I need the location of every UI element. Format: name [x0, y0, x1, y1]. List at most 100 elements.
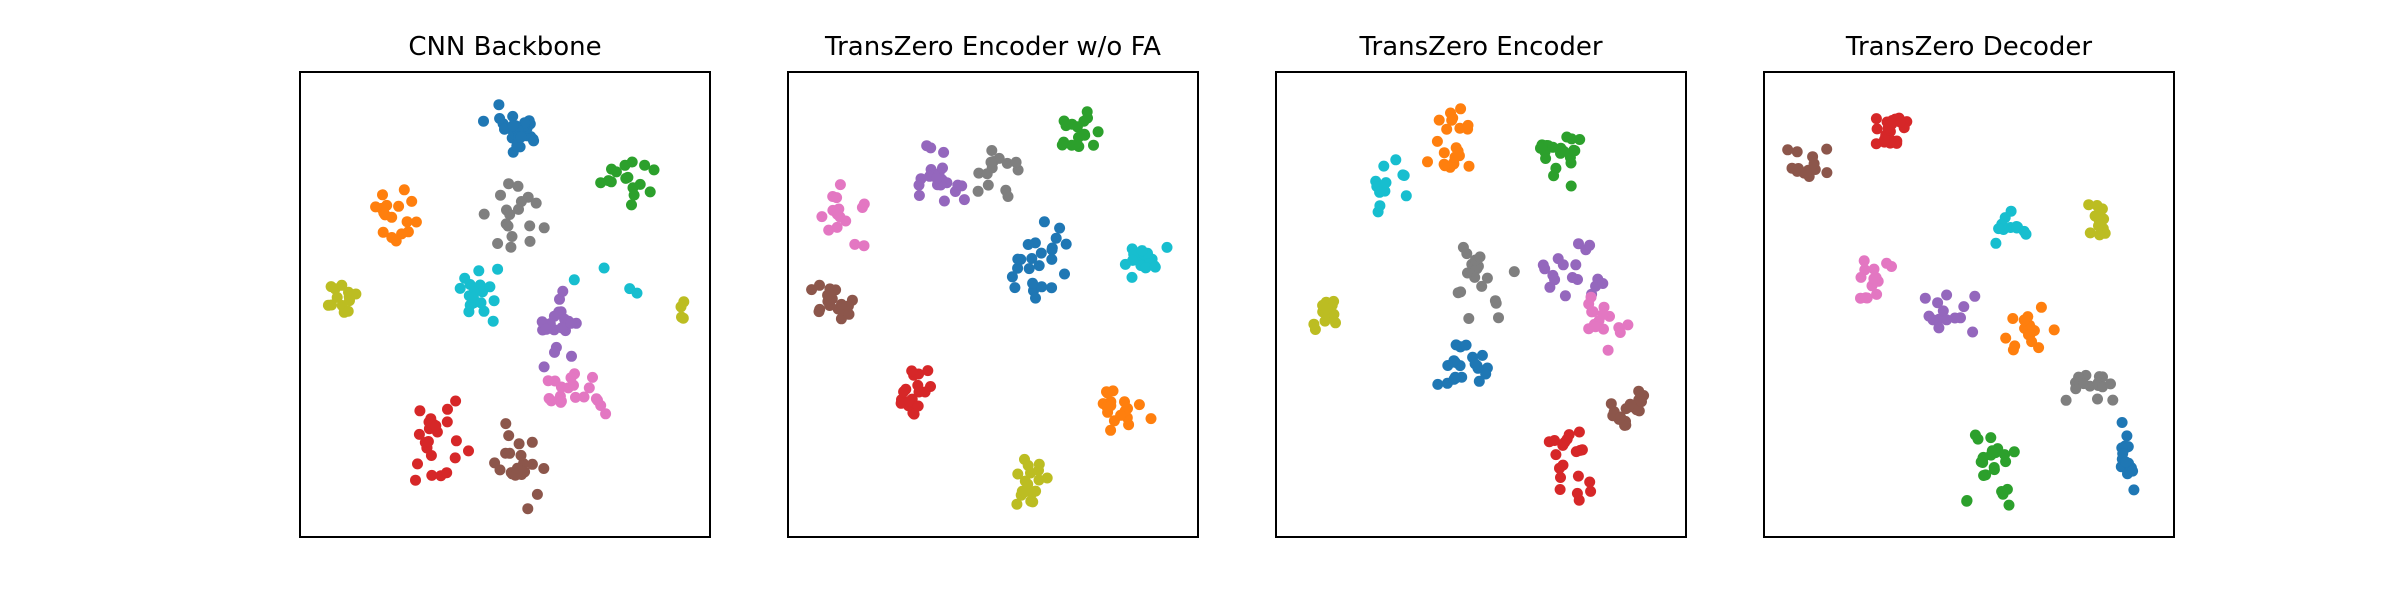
scatter-point-green	[1088, 139, 1099, 151]
scatter-point-gray	[982, 179, 994, 191]
scatter-point-purple	[1937, 305, 1949, 317]
panel-cnn-backbone: CNN Backbone	[299, 32, 711, 538]
scatter-point-gray	[1508, 266, 1520, 278]
scatter-point-red	[1886, 118, 1898, 130]
scatter-point-orange	[1115, 409, 1127, 421]
scatter-point-brown	[1605, 398, 1617, 410]
scatter-point-pink	[1597, 309, 1609, 321]
scatter-point-olive	[2093, 220, 2104, 232]
scatter-point-green	[1558, 145, 1570, 157]
scatter-point-brown	[526, 436, 538, 448]
panel-title: TransZero Decoder	[1845, 32, 2093, 62]
scatter-point-blue	[1006, 271, 1018, 283]
scatter-point-blue	[494, 113, 506, 124]
scatter-point-purple	[913, 179, 925, 191]
scatter-point-gray	[530, 197, 542, 209]
scatter-point-blue	[493, 99, 505, 111]
scatter-point-blue	[2121, 430, 2133, 442]
scatter-point-cyan	[1378, 160, 1390, 172]
scatter-point-blue	[1046, 253, 1058, 265]
scatter-point-orange	[1463, 160, 1475, 172]
scatter-point-purple	[1927, 314, 1939, 326]
scatter-point-blue	[507, 120, 519, 132]
scatter-points	[1308, 103, 1650, 506]
scatter-point-red	[906, 365, 918, 377]
scatter-point-blue	[1460, 339, 1472, 351]
scatter-point-red	[1870, 113, 1882, 125]
scatter-point-orange	[2007, 313, 2019, 324]
scatter-point-brown	[1791, 146, 1803, 158]
scatter-point-cyan	[459, 272, 471, 284]
scatter-point-orange	[1455, 103, 1467, 115]
scatter-point-blue	[2120, 456, 2132, 468]
scatter-point-brown	[1821, 143, 1833, 155]
scatter-point-purple	[1932, 297, 1944, 309]
scatter-point-blue	[1449, 371, 1461, 383]
scatter-point-red	[414, 405, 426, 417]
scatter-point-cyan	[1149, 261, 1161, 273]
scatter-point-blue	[2127, 465, 2139, 477]
scatter-point-blue	[1030, 292, 1041, 304]
scatter-point-brown	[1782, 144, 1794, 156]
scatter-point-blue	[1469, 358, 1481, 370]
scatter-point-olive	[1033, 474, 1045, 486]
scatter-point-pink	[1868, 263, 1880, 275]
scatter-point-red	[430, 420, 442, 432]
scatter-point-orange	[2035, 301, 2047, 313]
scatter-point-orange	[1123, 419, 1135, 431]
scatter-point-cyan	[484, 281, 496, 293]
scatter-point-gray	[524, 235, 536, 247]
scatter-point-purple	[1969, 290, 1981, 302]
scatter-point-purple	[1537, 259, 1549, 271]
scatter-point-green	[626, 156, 638, 168]
scatter-point-orange	[2000, 332, 2012, 344]
scatter-point-pink	[1860, 292, 1872, 304]
scatter-point-blue	[1033, 260, 1045, 272]
scatter-point-purple	[1584, 239, 1596, 251]
scatter-point-gray	[1002, 191, 1014, 202]
scatter-point-red	[425, 450, 437, 461]
scatter-point-brown	[814, 279, 825, 291]
scatter-point-pink	[834, 179, 846, 191]
scatter-point-orange	[2026, 336, 2038, 348]
scatter-point-green	[1977, 452, 1989, 464]
scatter-point-purple	[1566, 272, 1578, 283]
scatter-point-olive	[1011, 498, 1023, 510]
scatter-point-green	[1079, 129, 1091, 141]
scatter-point-red	[1870, 138, 1882, 150]
scatter-point-red	[1879, 134, 1890, 146]
scatter-point-gray	[1463, 313, 1475, 324]
scatter-point-gray	[524, 220, 536, 232]
scatter-point-gray	[1001, 157, 1013, 169]
scatter-point-green	[1058, 136, 1070, 148]
scatter-point-green	[1565, 180, 1577, 192]
scatter-point-purple	[1941, 314, 1953, 326]
scatter-point-red	[463, 445, 474, 457]
scatter-point-brown	[526, 458, 538, 470]
scatter-point-blue	[1050, 232, 1062, 244]
scatter-point-red	[1570, 446, 1582, 458]
scatter-point-red	[1554, 462, 1565, 474]
scatter-point-purple	[1967, 326, 1979, 338]
scatter-point-brown	[1800, 167, 1812, 178]
scatter-point-red	[450, 435, 462, 447]
scatter-point-gray	[1457, 241, 1469, 253]
scatter-point-green	[639, 159, 651, 171]
scatter-point-pink	[816, 211, 828, 223]
scatter-point-orange	[1449, 151, 1461, 163]
scatter-point-olive	[2094, 229, 2106, 241]
scatter-point-orange	[2048, 324, 2060, 336]
scatter-point-blue	[2117, 448, 2129, 460]
scatter-point-gray	[1490, 297, 1502, 309]
scatter-point-green	[648, 164, 660, 176]
scatter-point-green	[1988, 464, 2000, 476]
panel-title: CNN Backbone	[408, 32, 601, 62]
scatter-point-olive	[677, 312, 689, 324]
scatter-point-green	[626, 199, 637, 211]
scatter-point-gray	[1481, 272, 1493, 284]
scatter-point-purple	[956, 180, 968, 192]
scatter-point-cyan	[488, 295, 500, 307]
scatter-point-brown	[843, 308, 855, 320]
scatter-point-brown	[1808, 158, 1820, 170]
